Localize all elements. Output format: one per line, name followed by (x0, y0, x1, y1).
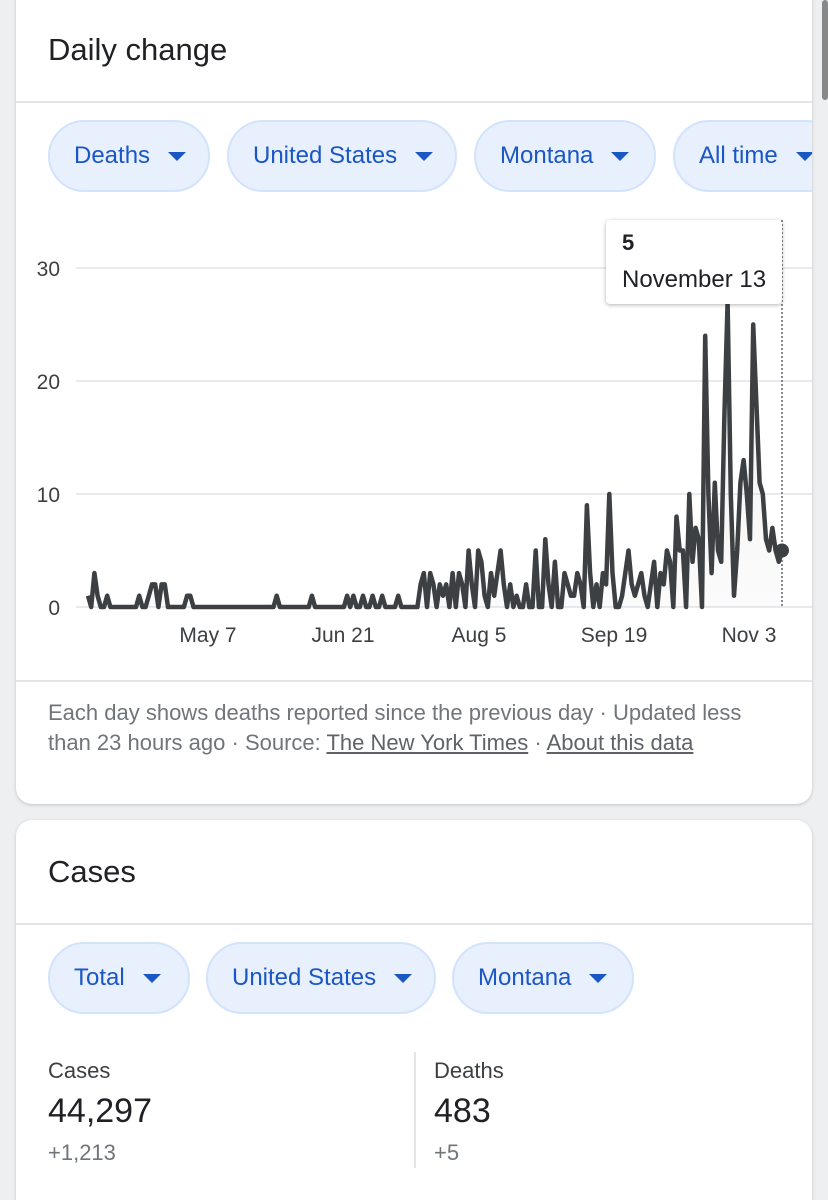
chart-tooltip: 5 November 13 (606, 220, 782, 304)
note-text: Each day shows deaths reported since the… (48, 700, 742, 755)
cases-title: Cases (48, 854, 136, 889)
x-tick-label: May 7 (179, 624, 236, 647)
caret-down-icon (394, 973, 413, 983)
time-range-chip-all-time[interactable]: All time (673, 120, 812, 192)
chip-label: United States (232, 964, 377, 991)
cases-card: Cases Total United States Montana Cases … (16, 820, 812, 1200)
stat-cases-label: Cases (48, 1058, 111, 1083)
stat-cases-delta: +1,213 (48, 1140, 116, 1165)
chip-label: Total (74, 964, 125, 991)
chip-label: Montana (500, 142, 594, 169)
source-link[interactable]: The New York Times (326, 730, 529, 755)
x-tick-label: Sep 19 (581, 624, 648, 647)
tooltip-date: November 13 (622, 266, 767, 293)
caret-down-icon (168, 151, 187, 161)
cases-chip-united-states[interactable]: United States (206, 942, 436, 1014)
title-divider (16, 101, 812, 103)
caret-down-icon (142, 973, 161, 983)
x-tick-label: Nov 3 (722, 624, 777, 647)
y-tick-label: 0 (48, 597, 60, 620)
caret-down-icon (589, 973, 608, 983)
stat-deaths-label: Deaths (434, 1058, 504, 1083)
separator-dot: · (534, 730, 542, 755)
y-tick-label: 20 (37, 371, 60, 394)
x-tick-label: Jun 21 (311, 624, 374, 647)
x-tick-label: Aug 5 (452, 624, 507, 647)
hover-point (775, 543, 789, 558)
chip-label: Deaths (74, 142, 151, 169)
caret-down-icon (795, 151, 812, 161)
chip-label: All time (699, 142, 778, 169)
region-chip-united-states[interactable]: United States (227, 120, 457, 192)
state-chip-montana[interactable]: Montana (474, 120, 656, 192)
stat-cases-value: 44,297 (48, 1092, 152, 1130)
daily-change-title: Daily change (48, 32, 228, 67)
series-area (88, 301, 782, 607)
source-prefix: · Source: (231, 730, 321, 755)
data-note: Each day shows deaths reported since the… (48, 698, 768, 758)
stat-deaths-value: 483 (434, 1092, 491, 1130)
caret-down-icon (415, 151, 434, 161)
stats-separator (414, 1052, 416, 1168)
daily-change-card: Daily change Deaths United States Montan… (16, 0, 812, 804)
page-scrollbar[interactable] (822, 0, 828, 100)
chart-footer-divider (16, 680, 812, 682)
chip-label: United States (253, 142, 398, 169)
cases-title-divider (16, 923, 812, 925)
daily-deaths-chart[interactable]: 0 10 20 30 May 7 Jun 21 Aug 5 Sep 19 Nov 3 (16, 0, 812, 670)
metric-chip-deaths[interactable]: Deaths (48, 120, 210, 192)
y-tick-label: 10 (37, 484, 60, 507)
about-data-link[interactable]: About this data (546, 730, 694, 755)
stat-deaths-delta: +5 (434, 1140, 460, 1165)
caret-down-icon (611, 151, 630, 161)
y-tick-label: 30 (37, 258, 60, 281)
chip-label: Montana (478, 964, 572, 991)
tooltip-value: 5 (622, 230, 635, 255)
cases-chip-total[interactable]: Total (48, 942, 190, 1014)
cases-chip-montana[interactable]: Montana (452, 942, 634, 1014)
series-line-deaths (85, 299, 785, 610)
